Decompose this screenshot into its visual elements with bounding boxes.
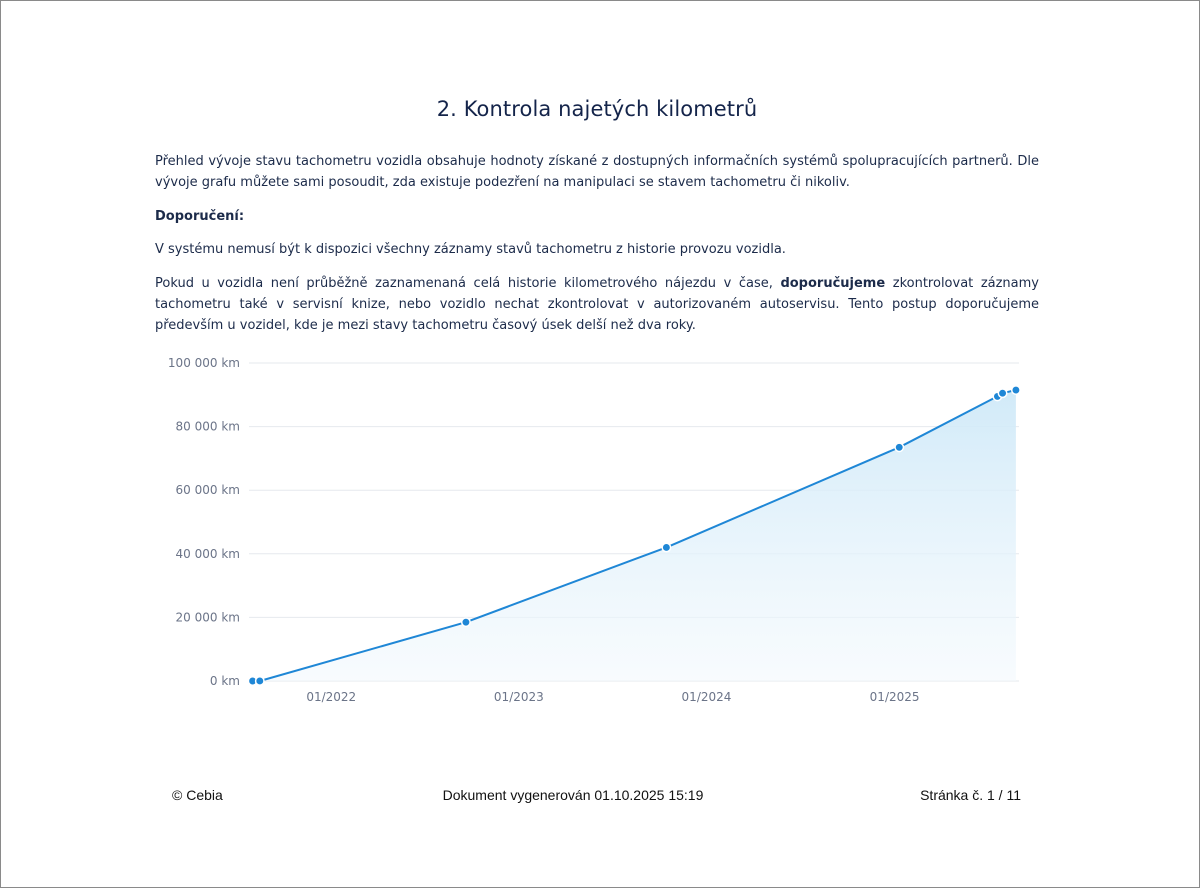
- x-tick-label: 01/2024: [682, 690, 732, 704]
- x-tick-label: 01/2025: [870, 690, 920, 704]
- y-tick-label: 100 000 km: [168, 356, 240, 370]
- section-title: 2. Kontrola najetých kilometrů: [436, 97, 758, 121]
- data-point[interactable]: [661, 542, 672, 553]
- data-point[interactable]: [894, 442, 905, 453]
- recommendation-text-end: zkontrolovat záznamy tachometru také v s…: [155, 276, 1039, 333]
- recommendation-paragraph: Pokud u vozidla není průběžně zaznamenan…: [155, 273, 1039, 336]
- x-tick-label: 01/2022: [306, 690, 356, 704]
- data-point[interactable]: [460, 617, 471, 628]
- y-tick-label: 20 000 km: [176, 610, 240, 624]
- y-tick-label: 80 000 km: [176, 420, 240, 434]
- x-tick-label: 01/2023: [494, 690, 544, 704]
- y-tick-label: 0 km: [210, 674, 240, 688]
- intro-paragraph: Přehled vývoje stavu tachometru vozidla …: [155, 154, 1039, 190]
- footer-copyright: © Cebia: [172, 787, 223, 803]
- recommendation-text-start: Pokud u vozidla není průběžně zaznamenan…: [155, 276, 773, 291]
- y-tick-label: 40 000 km: [176, 547, 240, 561]
- y-tick-label: 60 000 km: [176, 483, 240, 497]
- data-point[interactable]: [997, 388, 1008, 399]
- odometer-chart: 0 km 20 000 km 40 000 km 60 000 km 80 000 km…: [151, 349, 1031, 719]
- recommendation-emphasis: doporučujeme: [780, 276, 886, 291]
- recommendation-heading: Doporučení:: [155, 209, 245, 224]
- data-point[interactable]: [254, 676, 265, 686]
- records-note-paragraph: V systému nemusí být k dispozici všechny…: [155, 242, 786, 257]
- footer-generated-date: Dokument vygenerován 01.10.2025 15:19: [442, 787, 704, 803]
- series-area: [252, 390, 1016, 681]
- footer-page-number: Stránka č. 1 / 11: [920, 787, 1021, 803]
- data-point[interactable]: [1010, 385, 1021, 395]
- odometer-chart-svg: 0 km 20 000 km 40 000 km 60 000 km 80 000 km…: [168, 356, 1021, 704]
